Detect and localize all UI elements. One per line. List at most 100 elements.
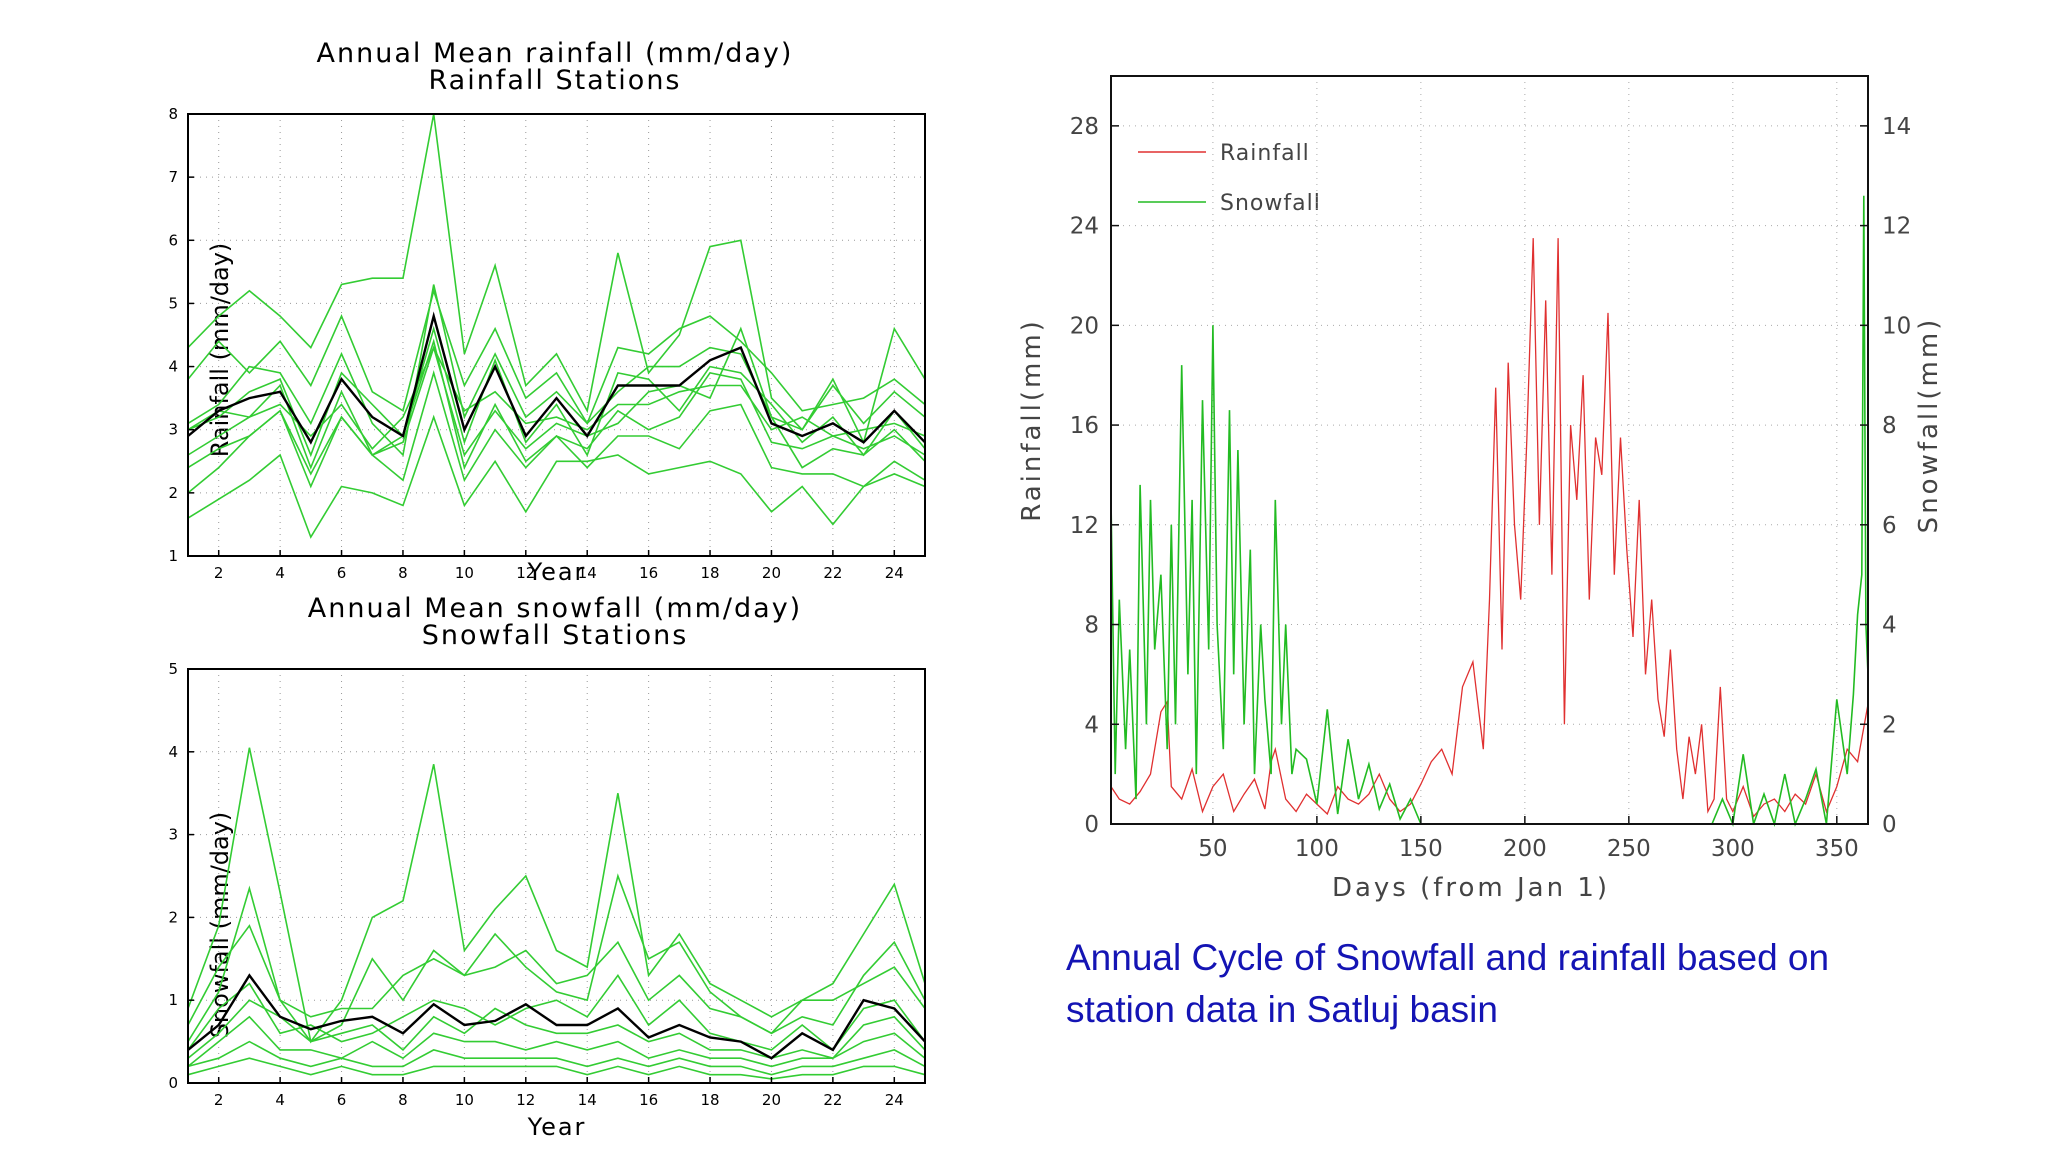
y2-tick-label: 4	[1882, 613, 1897, 639]
rainfall-chart-panel: Annual Mean rainfall (mm/day) Rainfall S…	[80, 30, 960, 604]
station-series-line	[187, 1015, 926, 1068]
station-series-line	[187, 999, 926, 1060]
station-series-line	[187, 284, 926, 457]
y2-tick-label: 12	[1882, 214, 1911, 240]
x-tick-label: 18	[700, 564, 719, 582]
chart-title: Annual Mean rainfall (mm/day)	[317, 38, 794, 69]
x-tick-label: 8	[398, 1091, 408, 1109]
y2-tick-label: 10	[1882, 313, 1911, 339]
y-tick-label: 24	[1070, 214, 1099, 240]
legend-rainfall-label: Rainfall	[1220, 141, 1310, 166]
chart-subtitle: Snowfall Stations	[422, 620, 689, 651]
x-tick-label: 20	[762, 1091, 781, 1109]
x-tick-label: 20	[762, 564, 781, 582]
y-tick-label: 8	[168, 105, 178, 123]
x-axis-label: Year	[527, 1113, 587, 1141]
legend-snowfall-label: Snowfall	[1220, 191, 1321, 216]
chart-subtitle: Rainfall Stations	[428, 65, 681, 96]
plot-frame	[187, 668, 926, 1084]
y-tick-label: 1	[168, 991, 178, 1009]
station-series-line	[187, 747, 926, 1044]
x-tick-label: 14	[578, 564, 597, 582]
y-tick-label: 1	[168, 547, 178, 565]
station-series-line	[187, 325, 926, 458]
x-tick-label: 12	[516, 564, 535, 582]
x-tick-label: 16	[639, 1091, 658, 1109]
station-series-line	[187, 924, 926, 1035]
annual-cycle-chart: Days (from Jan 1) Rainfall(mm) Snowfall(…	[1017, 75, 1944, 903]
x-tick-label: 12	[516, 1091, 535, 1109]
x-tick-label: 24	[885, 1091, 904, 1109]
x-tick-label: 6	[337, 564, 347, 582]
x-tick-label: 22	[823, 564, 842, 582]
x-tick-label: 8	[398, 564, 408, 582]
y-tick-label: 4	[168, 358, 178, 376]
station-series-line	[187, 326, 926, 476]
y-tick-label: 4	[168, 743, 178, 761]
y-tick-label: 3	[168, 421, 178, 439]
y-tick-label: 16	[1070, 413, 1099, 439]
station-series-line	[187, 113, 926, 445]
y-tick-label: 5	[168, 294, 178, 312]
y-tick-label: 8	[1084, 613, 1099, 639]
x-tick-label: 4	[275, 564, 285, 582]
x-tick-label: 6	[337, 1091, 347, 1109]
y2-axis-label: Snowfall(mm)	[1914, 317, 1944, 534]
annual-cycle-chart-panel: Days (from Jan 1) Rainfall(mm) Snowfall(…	[1000, 60, 1960, 924]
x-tick-label: 350	[1815, 836, 1859, 862]
y2-tick-label: 2	[1882, 712, 1897, 738]
plot-frame	[187, 113, 926, 557]
y-axis-label: Rainfall(mm)	[1017, 318, 1047, 522]
x-tick-label: 150	[1399, 836, 1443, 862]
x-axis-label: Year	[527, 558, 587, 586]
y2-tick-label: 14	[1882, 114, 1911, 140]
x-tick-label: 4	[275, 1091, 285, 1109]
y-tick-label: 20	[1070, 313, 1099, 339]
y2-tick-label: 0	[1882, 812, 1897, 838]
figure-caption: Annual Cycle of Snowfall and rainfall ba…	[1066, 937, 1830, 1030]
y-tick-label: 2	[168, 484, 178, 502]
station-series-line	[187, 369, 926, 494]
x-tick-label: 22	[823, 1091, 842, 1109]
station-series-line	[187, 973, 926, 1052]
station-series-line	[187, 1040, 926, 1076]
y-tick-label: 28	[1070, 114, 1099, 140]
chart-title: Annual Mean snowfall (mm/day)	[308, 593, 802, 624]
x-tick-label: 250	[1607, 836, 1651, 862]
mean-series-line	[187, 973, 926, 1060]
x-tick-label: 10	[455, 564, 474, 582]
x-tick-label: 24	[885, 564, 904, 582]
x-tick-label: 2	[214, 564, 224, 582]
y-tick-label: 12	[1070, 513, 1099, 539]
x-axis-label: Days (from Jan 1)	[1332, 873, 1610, 903]
y-tick-label: 5	[168, 660, 178, 678]
x-tick-label: 10	[455, 1091, 474, 1109]
plot-frame	[1110, 75, 1869, 825]
y-tick-label: 3	[168, 826, 178, 844]
x-tick-label: 14	[578, 1091, 597, 1109]
x-tick-label: 100	[1295, 836, 1339, 862]
mean-series-line	[187, 311, 926, 445]
x-tick-label: 16	[639, 564, 658, 582]
rainfall-series-line	[1110, 238, 1869, 818]
station-series-line	[187, 873, 926, 1043]
snowfall-series-line	[1110, 195, 1869, 827]
snowfall-chart: Annual Mean snowfall (mm/day) Snowfall S…	[168, 593, 926, 1141]
y-tick-label: 0	[1084, 812, 1099, 838]
y-tick-label: 0	[168, 1074, 178, 1092]
y2-tick-label: 6	[1882, 513, 1897, 539]
x-tick-label: 18	[700, 1091, 719, 1109]
x-tick-label: 50	[1198, 836, 1227, 862]
station-series-line	[187, 414, 926, 539]
y-tick-label: 2	[168, 908, 178, 926]
x-tick-label: 2	[214, 1091, 224, 1109]
x-tick-label: 200	[1503, 836, 1547, 862]
y-tick-label: 6	[168, 231, 178, 249]
y2-tick-label: 8	[1882, 413, 1897, 439]
station-series-line	[187, 1057, 926, 1080]
y-tick-label: 4	[1084, 712, 1099, 738]
x-tick-label: 300	[1711, 836, 1755, 862]
station-series-line	[187, 345, 926, 450]
station-series-line	[187, 287, 926, 426]
rainfall-chart: Annual Mean rainfall (mm/day) Rainfall S…	[168, 38, 926, 586]
